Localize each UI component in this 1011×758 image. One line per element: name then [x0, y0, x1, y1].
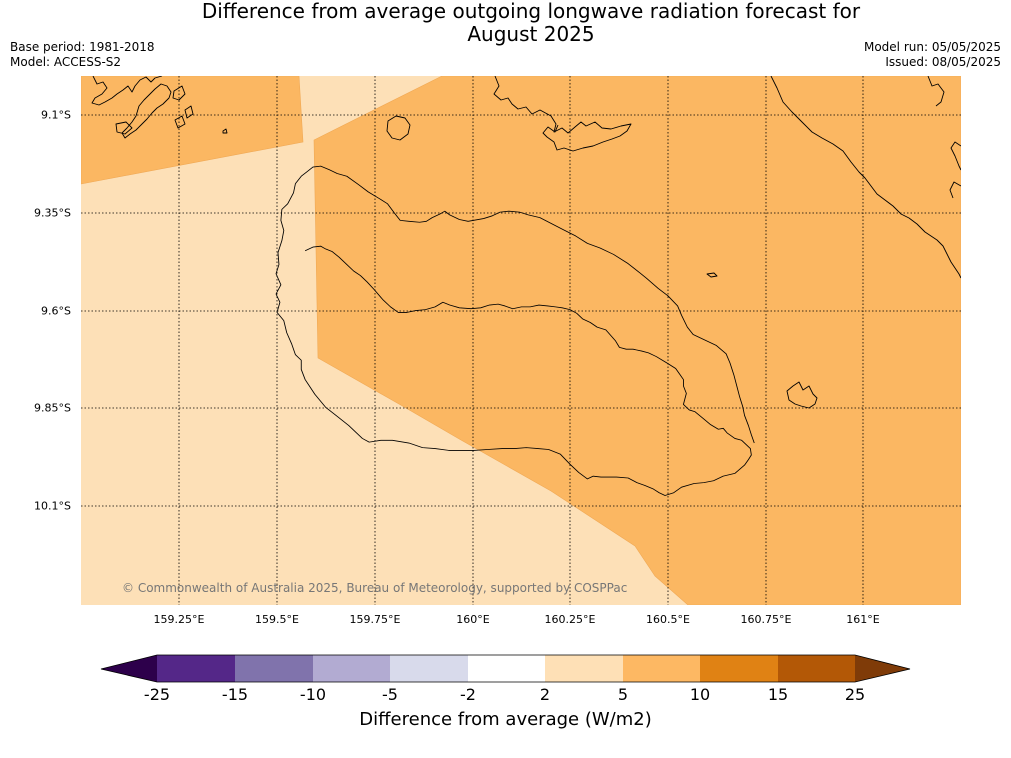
- lat-label-10-1: 10.1°S: [34, 499, 71, 513]
- colorbar-bin-7: [623, 655, 700, 682]
- title-line-2: August 2025: [467, 22, 595, 46]
- model-run-text: Model run: 05/05/2025: [863, 40, 1001, 54]
- lon-label-159-5: 159.5°E: [255, 613, 299, 626]
- anomaly-area-topleft: [81, 76, 304, 185]
- marau-coast: [786, 381, 818, 409]
- copyright-text: © Commonwealth of Australia 2025, Bureau…: [122, 581, 627, 595]
- colorbar-tick-2: -10: [299, 685, 327, 704]
- nw-islands-coast: [91, 76, 194, 139]
- islet-2: [222, 128, 228, 134]
- colorbar-tick-5: 2: [539, 685, 551, 704]
- model-text: Model: ACCESS-S2: [10, 55, 122, 69]
- colorbar-tick-0: -25: [143, 685, 171, 704]
- colorbar-tick-6: 5: [617, 685, 629, 704]
- colorbar-outline: [100, 654, 911, 683]
- colorbar-extend-high: [855, 655, 910, 682]
- nggela-coast: [493, 76, 632, 152]
- lon-label-159-75: 159.75°E: [349, 613, 401, 626]
- colorbar-tick-1: -15: [221, 685, 249, 704]
- colorbar-bin-5: [468, 655, 545, 682]
- title-line-1: Difference from average outgoing longwav…: [201, 0, 861, 23]
- lat-label-9-6: 9.6°S: [41, 304, 71, 318]
- malaita-coast: [770, 76, 961, 279]
- chart-title: Difference from average outgoing longwav…: [0, 0, 1011, 46]
- colorbar-bin-4: [390, 655, 468, 682]
- colorbar-tick-3: -5: [382, 685, 398, 704]
- meta-left: Base period: 1981-2018 Model: ACCESS-S2: [10, 40, 155, 70]
- lat-label-9-35: 9.35°S: [34, 206, 71, 220]
- colorbar-label: Difference from average (W/m2): [359, 709, 652, 730]
- graticule: [81, 76, 961, 605]
- islet-1: [706, 272, 718, 278]
- small-island: [386, 115, 411, 141]
- colorbar-tick-9: 25: [844, 685, 866, 704]
- colorbar-bin-9: [778, 655, 855, 682]
- lon-label-161: 161°E: [846, 613, 880, 626]
- colorbar-bin-3: [313, 655, 390, 682]
- guadalcanal-coast: [275, 165, 755, 496]
- colorbar-tick-8: 15: [767, 685, 789, 704]
- base-period-text: Base period: 1981-2018: [10, 40, 155, 54]
- lon-label-159-25: 159.25°E: [153, 613, 205, 626]
- coastlines: [91, 76, 961, 496]
- lon-label-160-25: 160.25°E: [544, 613, 596, 626]
- colorbar: [100, 654, 911, 683]
- colorbar-bin-8: [700, 655, 778, 682]
- colorbar-bin-1: [157, 655, 235, 682]
- colorbar-bin-6: [545, 655, 623, 682]
- map-panel: © Commonwealth of Australia 2025, Bureau…: [81, 76, 961, 605]
- lat-label-9-1: 9.1°S: [41, 108, 71, 122]
- colorbar-bin-2: [235, 655, 313, 682]
- anomaly-area-main: [313, 76, 961, 605]
- meta-right: Model run: 05/05/2025 Issued: 08/05/2025: [864, 40, 1001, 70]
- lon-label-160: 160°E: [456, 613, 490, 626]
- lat-label-9-85: 9.85°S: [34, 401, 71, 415]
- map-svg: © Commonwealth of Australia 2025, Bureau…: [81, 76, 961, 605]
- lon-label-160-75: 160.75°E: [740, 613, 792, 626]
- colorbar-tick-4: -2: [460, 685, 476, 704]
- issued-text: Issued: 08/05/2025: [885, 55, 1001, 69]
- colorbar-extend-low: [101, 655, 157, 682]
- lon-label-160-5: 160.5°E: [646, 613, 690, 626]
- colorbar-tick-7: 10: [689, 685, 711, 704]
